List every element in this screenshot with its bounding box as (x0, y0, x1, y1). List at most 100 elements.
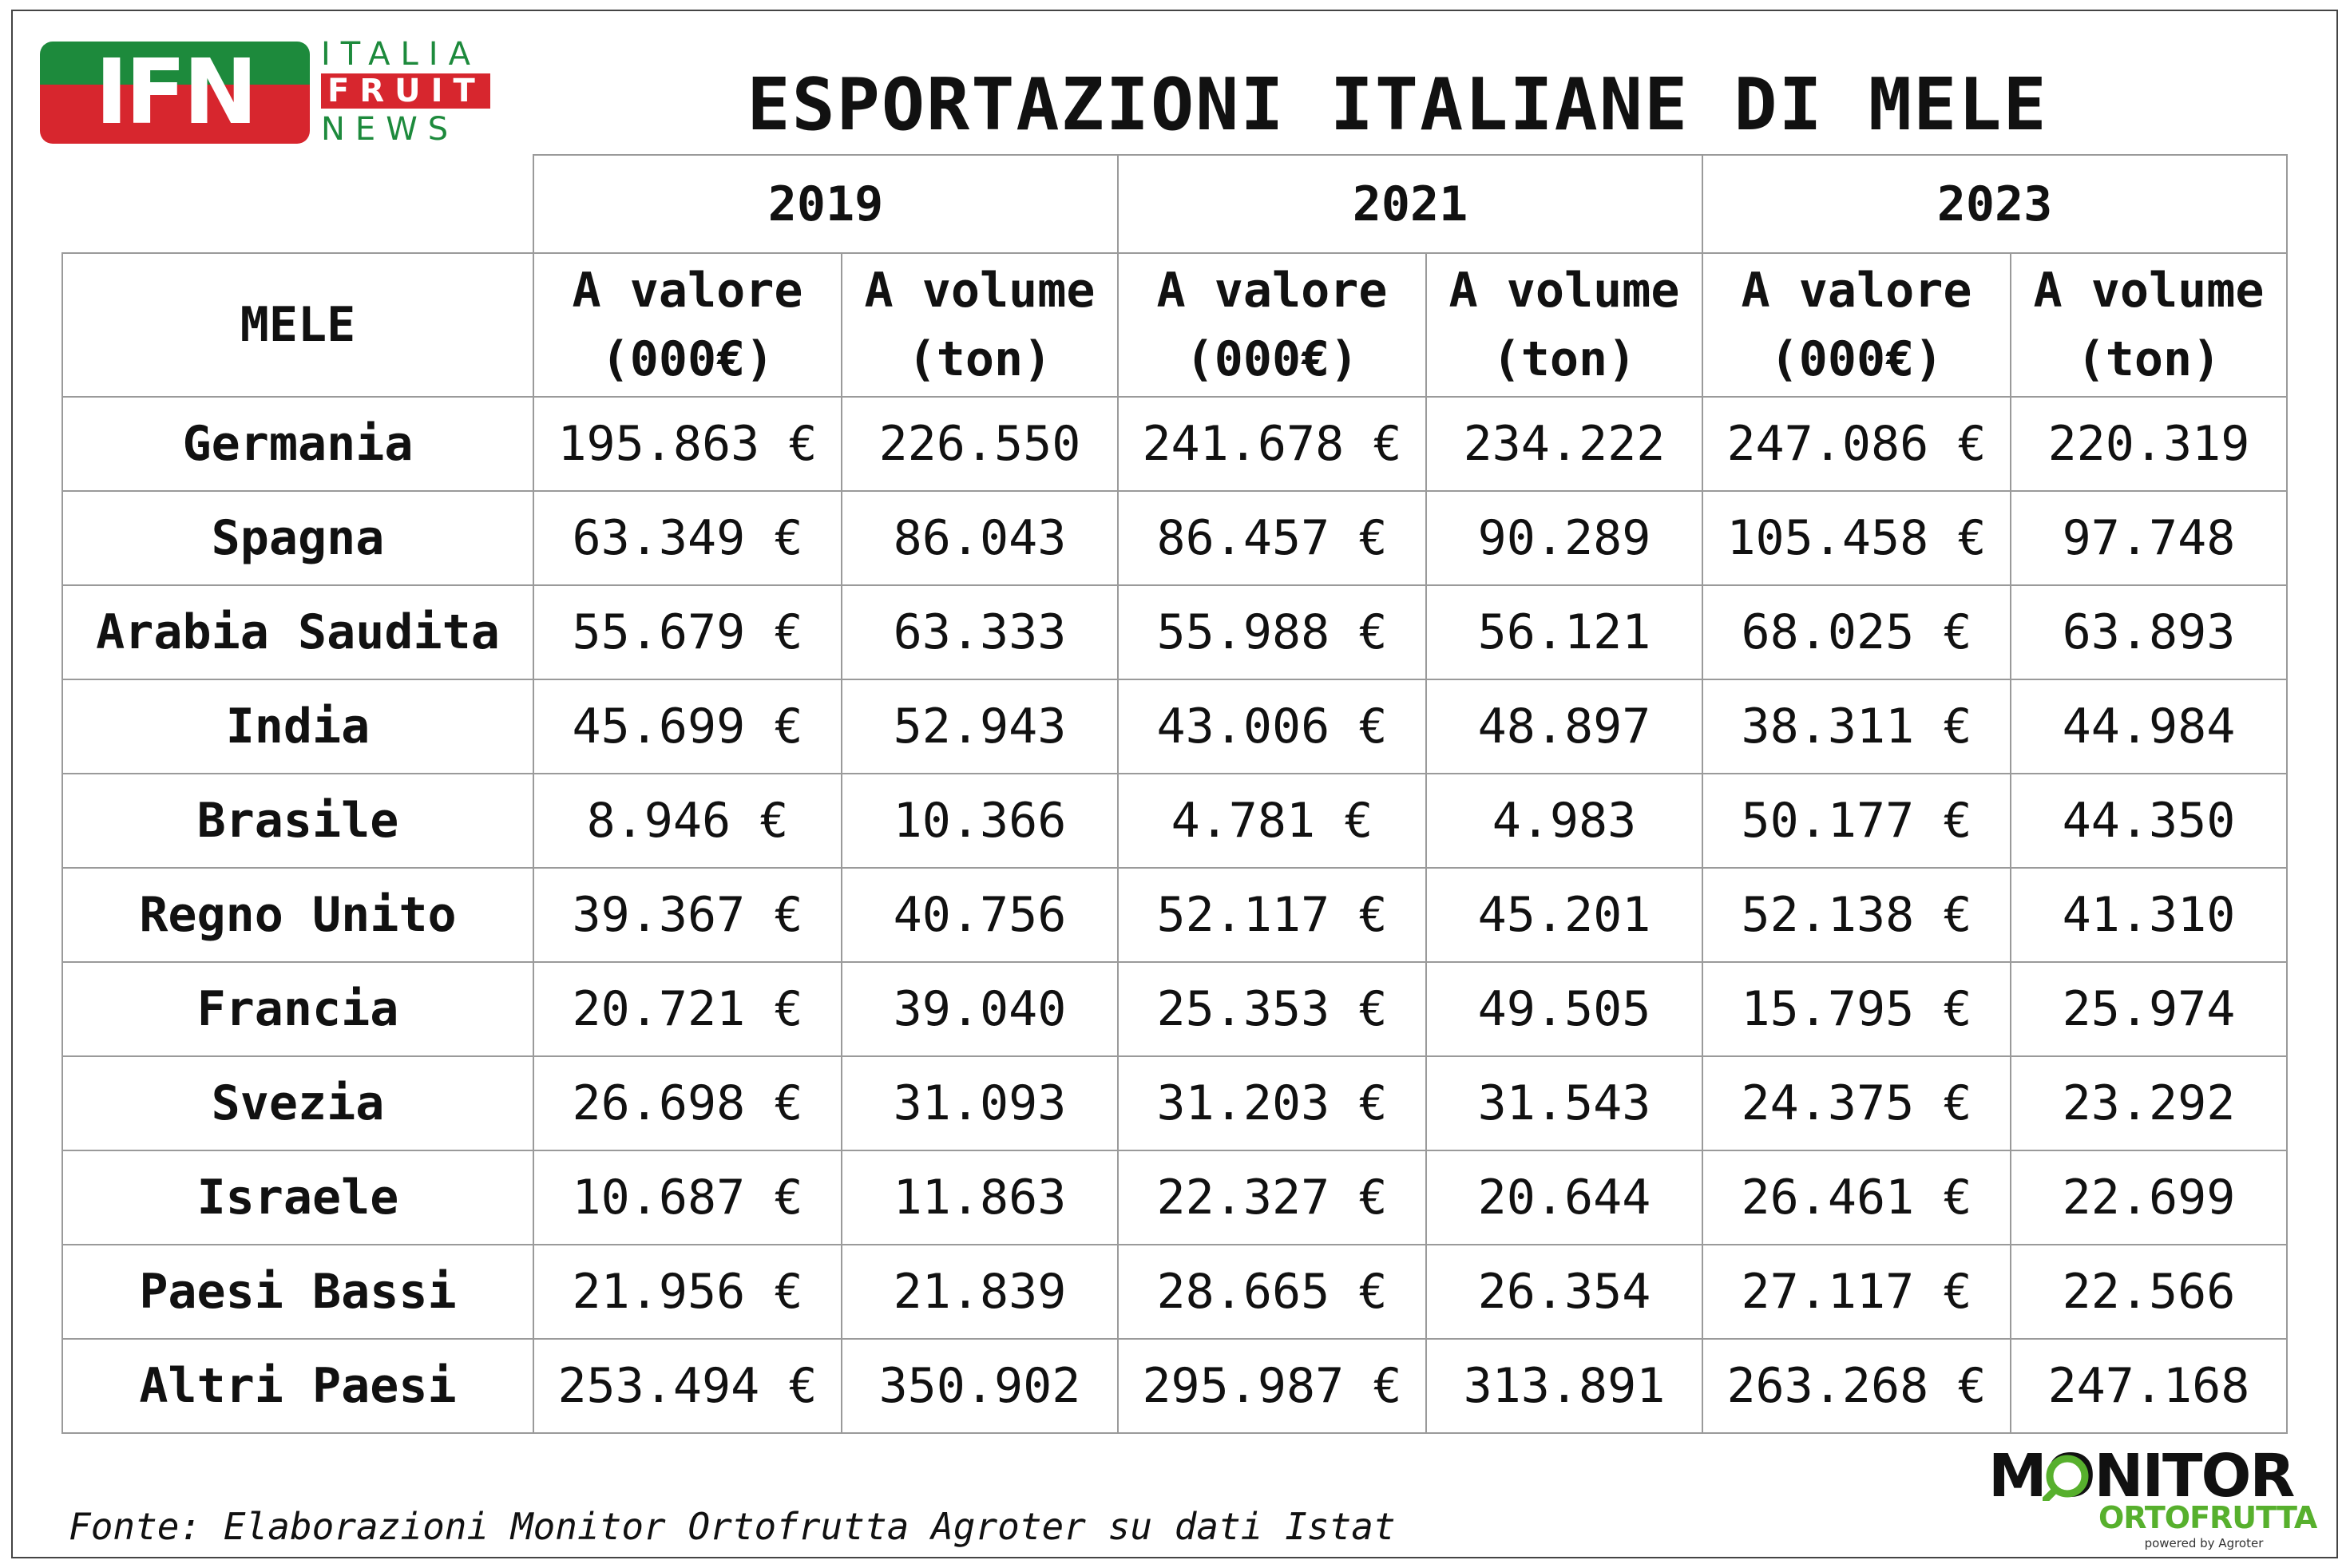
value-cell: 195.863 € (533, 396, 842, 492)
value-cell: 43.006 € (1117, 679, 1427, 774)
value-cell: 86.457 € (1117, 490, 1427, 586)
column-header-line: A valore (1156, 263, 1388, 319)
volume-cell: 4.983 (1425, 773, 1703, 869)
column-header-volume: A volume (ton) (2010, 252, 2288, 398)
value-cell: 263.268 € (1702, 1338, 2011, 1434)
value-cell: 295.987 € (1117, 1338, 1427, 1434)
column-header-volume: A volume (ton) (841, 252, 1119, 398)
volume-cell: 56.121 (1425, 584, 1703, 680)
country-cell: Israele (61, 1150, 534, 1245)
column-header-line: A volume (1448, 263, 1680, 319)
value-cell: 253.494 € (533, 1338, 842, 1434)
volume-cell: 45.201 (1425, 867, 1703, 963)
year-header-2021: 2021 (1117, 154, 1703, 254)
value-cell: 15.795 € (1702, 961, 2011, 1057)
column-header-unit: (000€) (1185, 331, 1359, 387)
source-note: Fonte: Elaborazioni Monitor Ortofrutta A… (69, 1505, 1396, 1548)
value-cell: 50.177 € (1702, 773, 2011, 869)
volume-cell: 23.292 (2010, 1055, 2288, 1151)
value-cell: 26.461 € (1702, 1150, 2011, 1245)
value-cell: 105.458 € (1702, 490, 2011, 586)
volume-cell: 48.897 (1425, 679, 1703, 774)
value-cell: 38.311 € (1702, 679, 2011, 774)
value-cell: 22.327 € (1117, 1150, 1427, 1245)
value-cell: 55.988 € (1117, 584, 1427, 680)
volume-cell: 234.222 (1425, 396, 1703, 492)
volume-cell: 350.902 (841, 1338, 1119, 1434)
volume-cell: 247.168 (2010, 1338, 2288, 1434)
value-cell: 28.665 € (1117, 1244, 1427, 1340)
volume-cell: 41.310 (2010, 867, 2288, 963)
value-cell: 25.353 € (1117, 961, 1427, 1057)
table-row: Regno Unito 39.367 €40.756 52.117 €45.201 5… (61, 867, 2288, 963)
year-header-2019: 2019 (533, 154, 1119, 254)
volume-cell: 63.333 (841, 584, 1119, 680)
column-header-unit: (ton) (1492, 331, 1637, 387)
ifn-logo-word-news: NEWS (321, 111, 459, 148)
year-header-row: 2019 2021 2023 (62, 154, 2288, 254)
value-cell: 68.025 € (1702, 584, 2011, 680)
column-header-unit: (ton) (907, 331, 1052, 387)
column-header-unit: (000€) (1769, 331, 1944, 387)
volume-cell: 44.984 (2010, 679, 2288, 774)
value-cell: 4.781 € (1117, 773, 1427, 869)
page-title: ESPORTAZIONI ITALIANE DI MELE (747, 63, 2048, 147)
volume-cell: 44.350 (2010, 773, 2288, 869)
volume-cell: 20.644 (1425, 1150, 1703, 1245)
column-header-line: A valore (1741, 263, 1972, 319)
export-table: 2019 2021 2023 MELE A valore (000€) A vol… (61, 154, 2288, 1434)
value-cell: 27.117 € (1702, 1244, 2011, 1340)
value-cell: 52.138 € (1702, 867, 2011, 963)
row-header-mele: MELE (61, 252, 534, 398)
column-header-unit: (ton) (2076, 331, 2221, 387)
value-cell: 20.721 € (533, 961, 842, 1057)
country-cell: Paesi Bassi (61, 1244, 534, 1340)
value-cell: 52.117 € (1117, 867, 1427, 963)
value-cell: 31.203 € (1117, 1055, 1427, 1151)
value-cell: 247.086 € (1702, 396, 2011, 492)
volume-cell: 86.043 (841, 490, 1119, 586)
volume-cell: 11.863 (841, 1150, 1119, 1245)
volume-cell: 90.289 (1425, 490, 1703, 586)
value-cell: 24.375 € (1702, 1055, 2011, 1151)
value-cell: 241.678 € (1117, 396, 1427, 492)
volume-cell: 63.893 (2010, 584, 2288, 680)
column-header-valore: A valore (000€) (1117, 252, 1427, 398)
volume-cell: 39.040 (841, 961, 1119, 1057)
volume-cell: 10.366 (841, 773, 1119, 869)
volume-cell: 21.839 (841, 1244, 1119, 1340)
column-header-row: MELE A valore (000€) A volume (ton) A valo… (61, 252, 2288, 398)
volume-cell: 220.319 (2010, 396, 2288, 492)
country-cell: Germania (61, 396, 534, 492)
country-cell: Altri Paesi (61, 1338, 534, 1434)
volume-cell: 226.550 (841, 396, 1119, 492)
table-row: Paesi Bassi 21.956 €21.839 28.665 €26.354 2… (61, 1244, 2288, 1340)
magnifier-icon (2043, 1455, 2089, 1501)
volume-cell: 49.505 (1425, 961, 1703, 1057)
value-cell: 21.956 € (533, 1244, 842, 1340)
ifn-logo-word-italia: ITALIA (321, 36, 481, 73)
column-header-line: A volume (2033, 263, 2265, 319)
country-cell: Brasile (61, 773, 534, 869)
volume-cell: 25.974 (2010, 961, 2288, 1057)
country-cell: Regno Unito (61, 867, 534, 963)
column-header-unit: (000€) (600, 331, 775, 387)
year-header-2023: 2023 (1702, 154, 2288, 254)
monitor-logo-tagline: powered by Agroter (2144, 1536, 2264, 1550)
ifn-logo: IFN ITALIA FRUIT NEWS (40, 35, 491, 155)
table-row: Israele 10.687 €11.863 22.327 €20.644 26.46… (61, 1150, 2288, 1245)
ifn-logo-mark: IFN (40, 42, 310, 144)
volume-cell: 22.566 (2010, 1244, 2288, 1340)
table-row: Brasile 8.946 €10.366 4.781 €4.983 50.177 €… (61, 773, 2288, 869)
table-row: Arabia Saudita 55.679 €63.333 55.988 €56.1… (61, 584, 2288, 680)
column-header-volume: A volume (ton) (1425, 252, 1703, 398)
ifn-logo-word-fruit: FRUIT (321, 73, 490, 109)
value-cell: 45.699 € (533, 679, 842, 774)
value-cell: 8.946 € (533, 773, 842, 869)
value-cell: 55.679 € (533, 584, 842, 680)
column-header-valore: A valore (000€) (533, 252, 842, 398)
value-cell: 26.698 € (533, 1055, 842, 1151)
volume-cell: 26.354 (1425, 1244, 1703, 1340)
volume-cell: 31.543 (1425, 1055, 1703, 1151)
monitor-logo-word: MONITOR (1988, 1442, 2295, 1511)
